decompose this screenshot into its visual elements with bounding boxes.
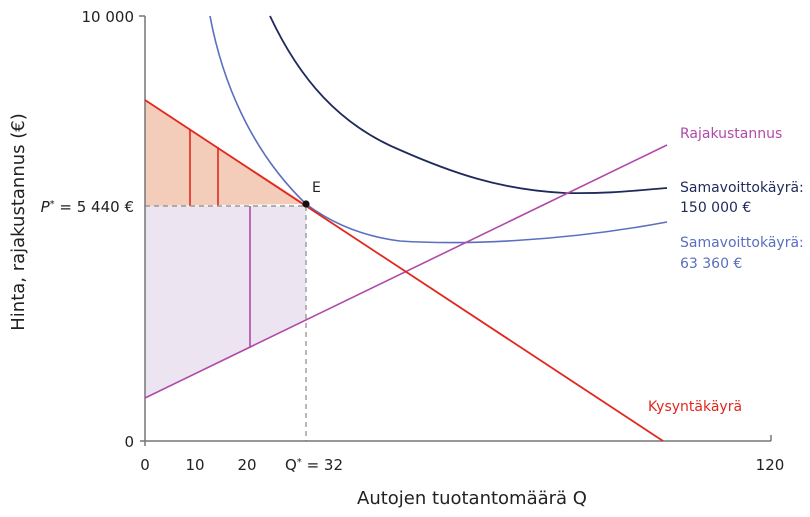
y-axis-title: Hinta, rajakustannus (€) [8, 113, 29, 331]
x-tick-20: 20 [237, 456, 256, 474]
equilibrium-point [302, 200, 310, 208]
isoprofit-high-label-line2: 150 000 € [680, 200, 751, 216]
producer-surplus-area [145, 206, 306, 398]
equilibrium-label: E [312, 180, 321, 196]
x-tick-120: 120 [756, 456, 785, 474]
isoprofit-low-label-line1: Samavoittokäyrä: [680, 235, 804, 251]
isoprofit-high-label-line1: Samavoittokäyrä: [680, 180, 804, 196]
marginal-cost-label: Rajakustannus [680, 126, 782, 142]
x-axis-title: Autojen tuotantomäärä Q [357, 488, 587, 509]
y-tick-10000: 10 000 [82, 8, 135, 26]
isoprofit-low-label-line2: 63 360 € [680, 256, 742, 272]
demand-line [144, 99, 664, 442]
demand-label: Kysyntäkäyrä [648, 399, 742, 415]
x-tick-10: 10 [185, 456, 204, 474]
y-tick-p-star: P* = 5 440 € [41, 198, 134, 216]
x-tick-q-star: Q* = 32 [285, 456, 343, 474]
x-tick-0: 0 [140, 456, 150, 474]
isoprofit-high-curve [269, 15, 668, 195]
isoprofit-low-curve [209, 15, 668, 244]
y-tick-0: 0 [124, 433, 134, 451]
